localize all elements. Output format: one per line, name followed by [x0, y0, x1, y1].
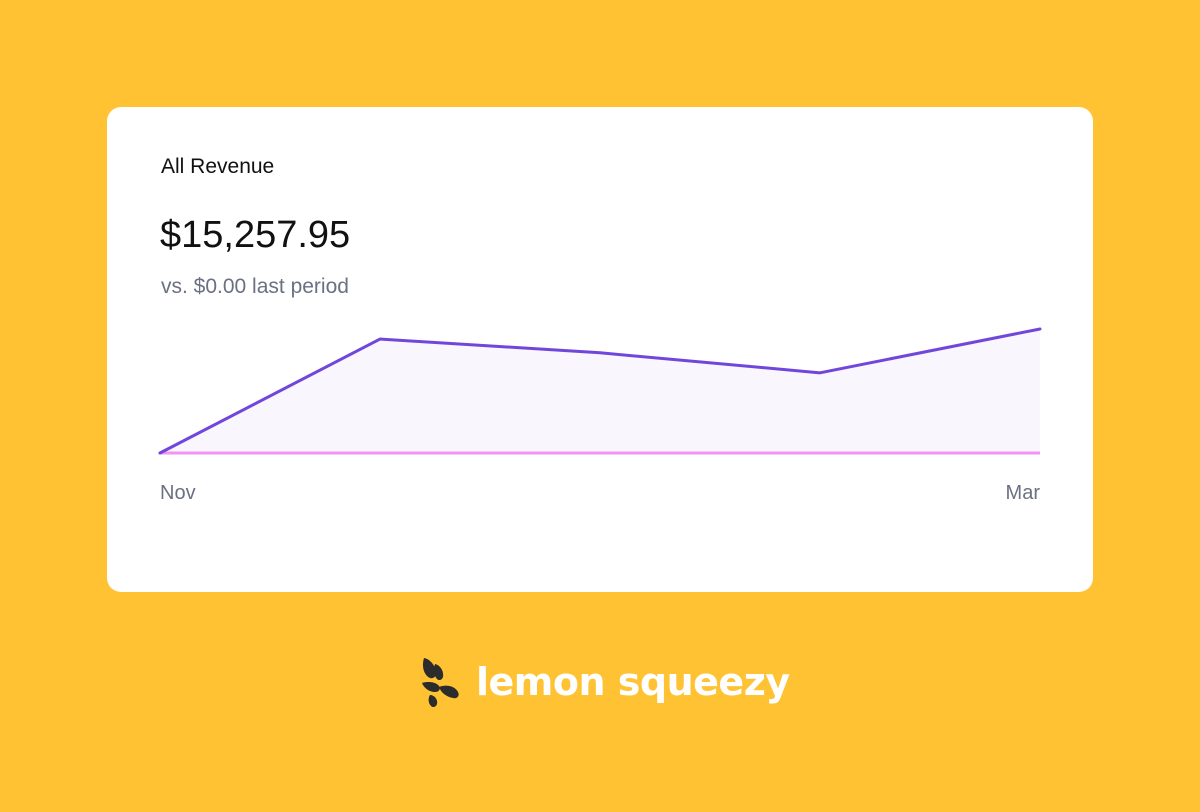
card-title: All Revenue: [161, 155, 275, 178]
x-tick-label-end: Mar: [1006, 482, 1041, 504]
brand: lemon squeezy: [420, 654, 790, 710]
lemon-squeezy-logo-icon: [422, 658, 459, 708]
revenue-chart: Nov Mar: [158, 327, 1042, 504]
revenue-card: All Revenue $15,257.95 vs. $0.00 last pe…: [107, 107, 1093, 592]
x-tick-label-start: Nov: [160, 482, 196, 504]
current-period-line: [158, 327, 1042, 455]
brand-wordmark: lemon squeezy: [476, 660, 790, 704]
revenue-total: $15,257.95: [160, 214, 351, 256]
comparison-text: vs. $0.00 last period: [161, 275, 349, 298]
current-period-area: [160, 329, 1040, 453]
